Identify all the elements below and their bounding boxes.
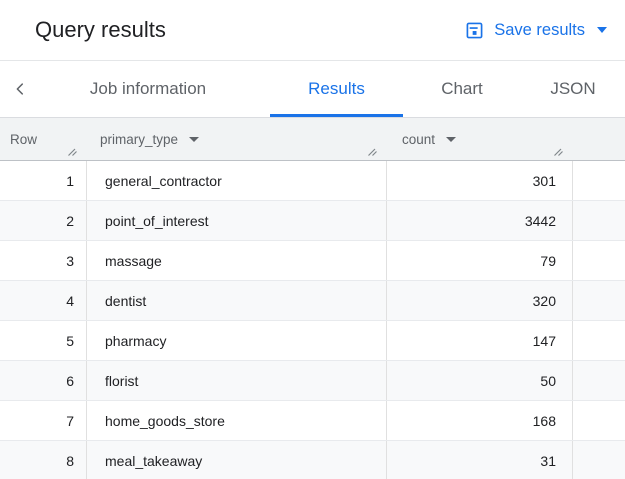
table-row: 1 general_contractor 301 (0, 161, 625, 201)
filler-cell (573, 281, 625, 320)
save-dropdown-caret-icon (597, 27, 607, 33)
save-results-label: Save results (494, 20, 585, 39)
table-row: 2 point_of_interest 3442 (0, 201, 625, 241)
sort-menu-caret-icon[interactable] (446, 136, 457, 142)
count-cell: 147 (387, 321, 573, 360)
filler-cell (573, 441, 625, 479)
column-header-filler (573, 118, 625, 160)
save-results-button[interactable]: Save results (460, 14, 611, 47)
table-row: 3 massage 79 (0, 241, 625, 281)
table-row: 8 meal_takeaway 31 (0, 441, 625, 479)
tab-chart[interactable]: Chart (417, 61, 507, 117)
count-cell: 168 (387, 401, 573, 440)
filler-cell (573, 321, 625, 360)
column-header-primary-type[interactable]: primary_type (87, 118, 387, 160)
primary-type-cell: meal_takeaway (87, 441, 387, 479)
row-number-cell: 7 (0, 401, 87, 440)
count-cell: 31 (387, 441, 573, 479)
table-row: 5 pharmacy 147 (0, 321, 625, 361)
tab-results[interactable]: Results (270, 61, 403, 117)
tab-job-information[interactable]: Job information (40, 61, 256, 117)
collapse-chevron-icon[interactable] (8, 61, 32, 117)
primary-type-cell: general_contractor (87, 161, 387, 200)
table-header-row: Row primary_type count (0, 118, 625, 161)
count-cell: 320 (387, 281, 573, 320)
filler-cell (573, 241, 625, 280)
column-resize-handle[interactable] (553, 146, 564, 157)
tab-chart-label: Chart (441, 79, 483, 98)
row-number-cell: 3 (0, 241, 87, 280)
count-cell: 3442 (387, 201, 573, 240)
primary-type-cell: pharmacy (87, 321, 387, 360)
primary-type-cell: dentist (87, 281, 387, 320)
primary-type-cell: florist (87, 361, 387, 400)
row-number-cell: 4 (0, 281, 87, 320)
column-resize-handle[interactable] (67, 146, 78, 157)
table-row: 7 home_goods_store 168 (0, 401, 625, 441)
table-row: 6 florist 50 (0, 361, 625, 401)
count-cell: 50 (387, 361, 573, 400)
filler-cell (573, 161, 625, 200)
tab-results-label: Results (308, 79, 365, 98)
tab-job-information-label: Job information (89, 79, 207, 98)
count-cell: 79 (387, 241, 573, 280)
filler-cell (573, 201, 625, 240)
column-header-count[interactable]: count (387, 118, 573, 160)
column-resize-handle[interactable] (367, 146, 378, 157)
primary-type-cell: home_goods_store (87, 401, 387, 440)
column-header-primary-type-label: primary_type (100, 131, 179, 147)
primary-type-cell: massage (87, 241, 387, 280)
save-icon (464, 20, 485, 41)
count-cell: 301 (387, 161, 573, 200)
tab-bar: Job information Results Chart JSON (0, 61, 625, 118)
row-number-cell: 6 (0, 361, 87, 400)
tab-json[interactable]: JSON (521, 61, 625, 117)
tab-json-label: JSON (550, 79, 596, 98)
title-bar: Query results Save results (0, 0, 625, 61)
table-row: 4 dentist 320 (0, 281, 625, 321)
sort-menu-caret-icon[interactable] (189, 136, 200, 142)
column-header-count-label: count (402, 131, 436, 147)
filler-cell (573, 401, 625, 440)
row-number-cell: 8 (0, 441, 87, 479)
row-number-cell: 5 (0, 321, 87, 360)
column-header-row: Row (0, 118, 87, 160)
row-number-cell: 1 (0, 161, 87, 200)
primary-type-cell: point_of_interest (87, 201, 387, 240)
row-number-cell: 2 (0, 201, 87, 240)
results-table: Row primary_type count (0, 118, 625, 479)
filler-cell (573, 361, 625, 400)
column-header-row-label: Row (10, 131, 38, 147)
page-title: Query results (35, 17, 166, 42)
